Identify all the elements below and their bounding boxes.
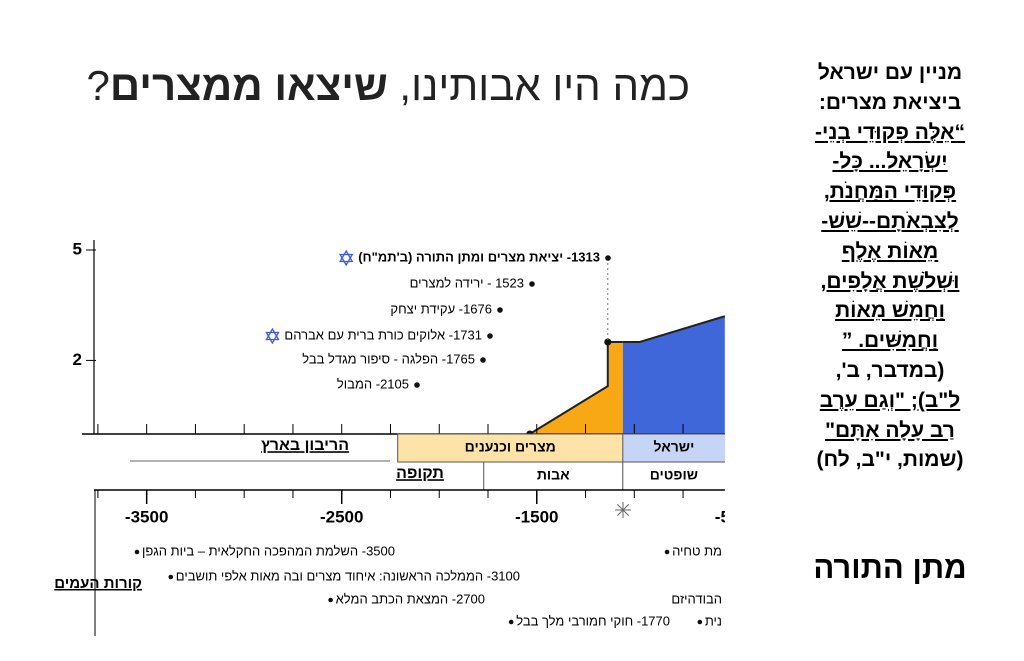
title: כמה היו אבותינו, שיצאו ממצרים? — [87, 62, 691, 110]
side-line: יִשְׂרָאֵל... כָּל- — [832, 150, 948, 174]
history-bullet — [168, 574, 174, 580]
side-line: “אֵלֶּה פְקוּדֵי בְנֵי- — [815, 120, 965, 144]
side-line: וּשְׁלֹשֶׁת אֲלָפִים, — [820, 269, 960, 293]
side-line: פְּקוּדֵי הַמַּחֲנֹת, — [823, 180, 957, 204]
event-bullet — [414, 382, 420, 388]
star-icon — [338, 253, 354, 267]
history-title: קורות העמים — [54, 575, 142, 592]
side-line: ל"ב); "וְגַם עֵרֶב — [819, 388, 961, 412]
side-heading: מתן התורה — [813, 550, 967, 585]
event-label: 1765- הפלגה - סיפור מגדל בבל — [302, 351, 475, 366]
period-label: תקופה — [396, 465, 444, 482]
side-line: ביציאת מצרים: — [818, 90, 962, 114]
event-label: 1523 - ירידה למצרים — [410, 275, 524, 290]
star-icon — [265, 327, 280, 341]
x-tick-label: -500 — [715, 507, 726, 526]
title-end: ? — [86, 62, 110, 109]
asterisk — [616, 503, 630, 517]
event-bullet — [605, 255, 611, 261]
point — [604, 338, 612, 346]
history-item: נית — [705, 613, 722, 628]
area — [622, 316, 725, 434]
history-item: הבודהיזם — [671, 591, 722, 606]
event-bullet — [497, 307, 503, 313]
chart-area: 2 5 1313- יציאת מצרים ומתן התורה (ב'תמ"ח) 1… — [54, 239, 726, 636]
event-label: 1676- עקידת יצחק — [390, 301, 492, 316]
period-text: מצרים וכנענים — [465, 439, 556, 455]
history-bullet — [664, 549, 670, 555]
title-plain: כמה היו אבותינו, — [387, 62, 690, 109]
side-line: רַב עָלָה אִתָּם" — [825, 418, 955, 442]
history-item: מת טחיה — [672, 543, 722, 558]
event-label: 2105- המבול — [337, 376, 409, 391]
history-bullet — [134, 549, 140, 555]
history-item: 3500- השלמת המהפכה החקלאית – ביות הגפן — [142, 543, 395, 558]
period-band — [397, 433, 654, 463]
period-text: ישראל — [653, 439, 694, 455]
event-label: 1313- יציאת מצרים ומתן התורה (ב'תמ"ח) — [358, 249, 600, 264]
area-outline — [622, 315, 725, 343]
history-bullet — [328, 597, 333, 603]
side-line: לְצִבְאֹתָם--שֵׁשׁ- — [821, 209, 959, 233]
x-tick-label: -3500 — [125, 507, 168, 526]
side-text: מניין עם ישראל ביציאת מצרים: “אֵלֶּה פְקוּ… — [770, 58, 1010, 475]
period-band — [622, 461, 725, 491]
period-label: הריבון בארץ — [261, 437, 349, 454]
y-tick-label: 2 — [73, 350, 82, 369]
area — [529, 342, 623, 434]
period-text: שופטים — [650, 467, 698, 483]
period-text: אבות — [537, 467, 570, 483]
event-bullet — [480, 357, 486, 363]
side-line: וַחֲמִשִּׁים. ” — [841, 329, 939, 353]
side-line: (שמות, י"ב, לח) — [816, 448, 964, 472]
side-line: מניין עם ישראל — [817, 61, 963, 84]
side-line: וַחֲמֵשׁ מֵאוֹת — [835, 299, 945, 323]
chart: 2 5 1313- יציאת מצרים ומתן התורה (ב'תמ"ח) 1… — [54, 239, 726, 636]
history-item: 3100- הממלכה הראשונה: איחוד מצרים ובה מא… — [176, 568, 520, 583]
area-outline — [529, 341, 623, 435]
x-tick-label: -1500 — [515, 507, 558, 526]
event-bullet — [529, 281, 535, 287]
star-icon — [338, 249, 354, 263]
side-line: (במדבר, ב', — [835, 358, 945, 382]
star-icon — [265, 331, 280, 345]
history-bullet — [697, 619, 703, 625]
title-bold: שיצאו ממצרים — [109, 62, 388, 109]
x-tick-label: -2500 — [320, 507, 363, 526]
history-bullet — [508, 619, 514, 625]
event-bullet — [487, 333, 493, 339]
history-item: 2700- המצאת הכתב המלא — [336, 591, 485, 606]
event-label: 1731- אלוקים כורת ברית עם אברהם — [284, 327, 482, 342]
side-line: מֵאוֹת אֶלֶף — [841, 239, 939, 263]
y-tick-label: 5 — [73, 239, 82, 258]
history-item: 1770- חוקי חמורבי מלך בבל — [516, 613, 670, 628]
